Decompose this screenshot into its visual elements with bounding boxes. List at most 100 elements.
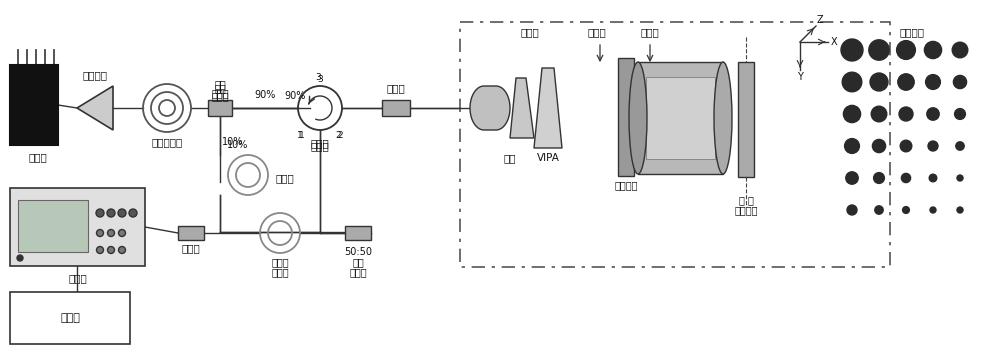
Text: 光信号: 光信号	[588, 27, 606, 37]
Circle shape	[96, 209, 104, 217]
Ellipse shape	[841, 39, 863, 61]
Circle shape	[108, 229, 114, 237]
Text: 3: 3	[317, 75, 323, 84]
Circle shape	[96, 229, 104, 237]
Text: 光学元件: 光学元件	[734, 205, 758, 215]
Text: 探测器: 探测器	[182, 243, 200, 253]
Bar	[638, 62, 723, 174]
Ellipse shape	[924, 41, 942, 59]
Bar	[10, 292, 130, 344]
Ellipse shape	[899, 107, 913, 121]
Ellipse shape	[897, 41, 915, 59]
Text: 第一: 第一	[214, 79, 226, 89]
Circle shape	[96, 247, 104, 253]
Bar	[10, 188, 145, 266]
Bar	[646, 77, 715, 159]
Ellipse shape	[898, 74, 914, 90]
Text: 色散补: 色散补	[271, 257, 289, 267]
Bar	[345, 226, 371, 240]
Ellipse shape	[953, 75, 967, 89]
Text: 待 测: 待 测	[739, 195, 753, 205]
Ellipse shape	[929, 174, 937, 182]
Text: Z: Z	[817, 15, 823, 25]
Text: Y: Y	[797, 72, 803, 82]
Text: 90%: 90%	[284, 91, 306, 101]
Bar	[178, 226, 204, 240]
Text: 准直器: 准直器	[387, 83, 405, 93]
Text: 第二: 第二	[352, 257, 364, 267]
Text: 2: 2	[337, 131, 343, 140]
Ellipse shape	[872, 139, 886, 153]
Text: 1: 1	[297, 131, 303, 140]
Circle shape	[17, 255, 23, 261]
Text: 非线性光纤: 非线性光纤	[151, 137, 183, 147]
Bar	[460, 22, 890, 267]
Circle shape	[119, 247, 126, 253]
Ellipse shape	[957, 207, 963, 213]
Ellipse shape	[846, 172, 858, 184]
Ellipse shape	[900, 140, 912, 152]
Ellipse shape	[956, 142, 964, 150]
Text: 示波器: 示波器	[69, 273, 87, 283]
Text: 1: 1	[299, 131, 305, 140]
Circle shape	[129, 209, 137, 217]
Ellipse shape	[952, 42, 968, 58]
Bar	[18, 200, 88, 252]
Ellipse shape	[903, 206, 909, 213]
Bar	[382, 100, 410, 116]
Text: 3: 3	[315, 74, 321, 83]
Text: 面扫描: 面扫描	[521, 27, 539, 37]
Text: 激光器: 激光器	[29, 152, 47, 162]
Bar	[10, 65, 58, 145]
Text: 延迟线: 延迟线	[276, 173, 294, 183]
Ellipse shape	[874, 173, 884, 183]
Ellipse shape	[930, 207, 936, 213]
Text: 棱镜: 棱镜	[504, 153, 516, 163]
Text: 计算机: 计算机	[60, 313, 80, 323]
Ellipse shape	[845, 139, 859, 153]
Text: 50:50: 50:50	[344, 247, 372, 257]
Polygon shape	[510, 78, 534, 138]
Bar	[738, 62, 754, 177]
Ellipse shape	[928, 141, 938, 151]
Ellipse shape	[629, 62, 647, 174]
Text: 衍射光栅: 衍射光栅	[614, 180, 638, 190]
Ellipse shape	[714, 62, 732, 174]
Text: VIPA: VIPA	[537, 153, 559, 163]
Ellipse shape	[875, 206, 883, 214]
Circle shape	[108, 247, 114, 253]
Text: 10%: 10%	[222, 137, 244, 147]
Text: 光横截面: 光横截面	[900, 27, 924, 37]
Text: 2: 2	[335, 131, 341, 140]
Ellipse shape	[926, 75, 940, 89]
Text: 偿光纤: 偿光纤	[271, 267, 289, 277]
Ellipse shape	[871, 106, 887, 122]
Ellipse shape	[847, 205, 857, 215]
Text: 耦合器: 耦合器	[211, 91, 229, 101]
Text: X: X	[831, 37, 837, 47]
Text: 耦合器: 耦合器	[349, 267, 367, 277]
Circle shape	[119, 229, 126, 237]
Text: 第一: 第一	[214, 83, 226, 93]
Ellipse shape	[869, 40, 889, 60]
Circle shape	[107, 209, 115, 217]
Text: 耦合器: 耦合器	[211, 88, 229, 98]
Ellipse shape	[870, 73, 888, 91]
Circle shape	[118, 209, 126, 217]
Ellipse shape	[927, 108, 939, 120]
Text: 10%: 10%	[227, 140, 249, 150]
Text: 光信号: 光信号	[641, 27, 659, 37]
Ellipse shape	[843, 106, 861, 123]
Text: 环形器: 环形器	[311, 138, 329, 148]
Ellipse shape	[901, 173, 911, 183]
Ellipse shape	[957, 175, 963, 181]
Text: 光放大器: 光放大器	[82, 70, 108, 80]
Polygon shape	[77, 86, 113, 130]
Polygon shape	[470, 86, 510, 130]
Ellipse shape	[955, 109, 965, 120]
Ellipse shape	[842, 72, 862, 92]
Text: 90%: 90%	[254, 90, 276, 100]
Bar	[618, 58, 634, 176]
Text: 环形器: 环形器	[311, 141, 329, 151]
Polygon shape	[534, 68, 562, 148]
